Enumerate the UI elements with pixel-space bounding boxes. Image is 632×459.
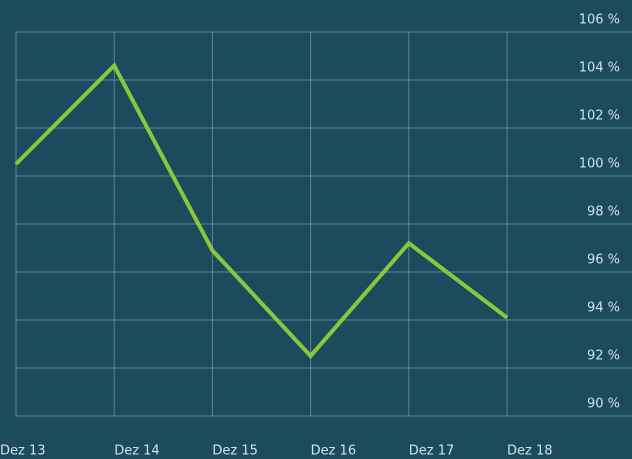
- x-tick-label: Dez 13: [0, 444, 46, 459]
- y-tick-label: 106 %: [579, 13, 620, 28]
- x-tick-label: Dez 17: [409, 444, 455, 459]
- y-tick-label: 90 %: [587, 397, 620, 412]
- y-tick-label: 96 %: [587, 253, 620, 268]
- line: [14, 62, 509, 359]
- y-tick-label: 100 %: [579, 157, 620, 172]
- x-tick-label: Dez 14: [114, 444, 160, 459]
- x-tick-label: Dez 15: [212, 444, 258, 459]
- y-tick-label: 104 %: [579, 61, 620, 76]
- y-tick-label: 98 %: [587, 205, 620, 220]
- x-tick-label: Dez 16: [311, 444, 357, 459]
- y-tick-label: 102 %: [579, 109, 620, 124]
- x-tick-label: Dez 18: [507, 444, 553, 459]
- y-tick-label: 92 %: [587, 349, 620, 364]
- y-tick-label: 94 %: [587, 301, 620, 316]
